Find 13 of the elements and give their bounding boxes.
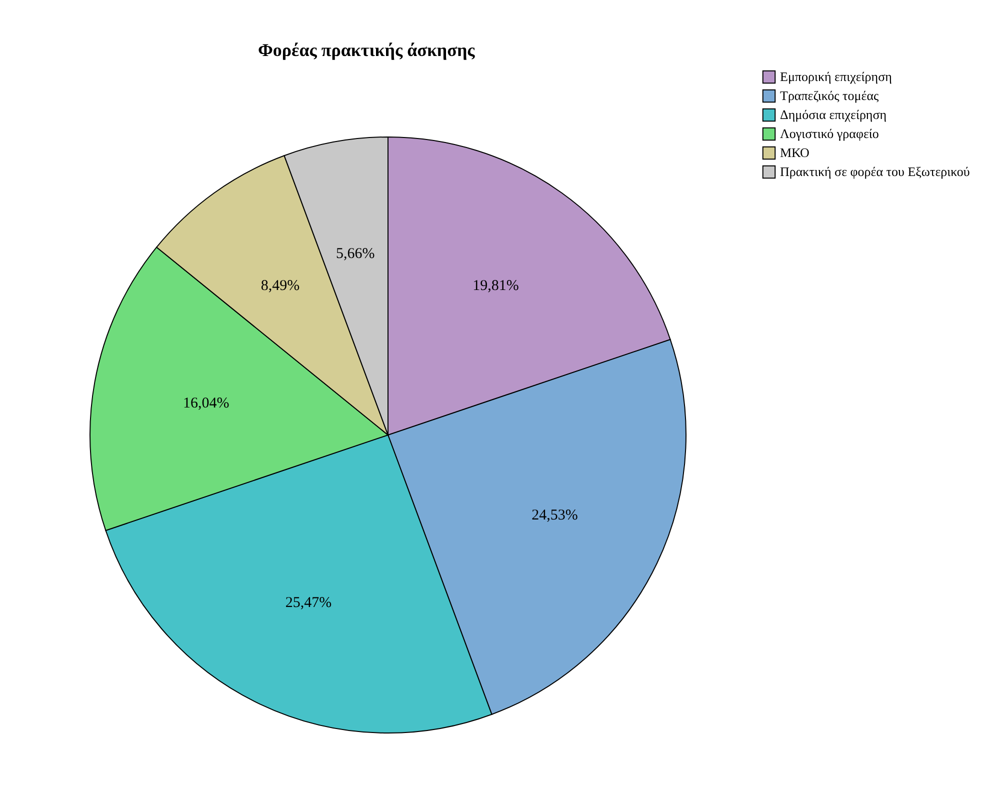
chart-title: Φορέας πρακτικής άσκησης	[258, 40, 476, 60]
data-label: 16,04%	[183, 395, 230, 412]
data-label: 24,53%	[532, 507, 578, 524]
legend-label: Λογιστικό γραφείο	[780, 126, 879, 141]
legend-label: ΜΚΟ	[780, 145, 810, 160]
legend-label: Εμπορική επιχείρηση	[780, 69, 892, 84]
legend-label: Τραπεζικός τομέας	[780, 88, 880, 103]
data-label: 8,49%	[260, 278, 300, 294]
data-label: 25,47%	[285, 594, 332, 611]
legend-label: Πρακτική σε φορέα του Εξωτερικού	[780, 164, 970, 179]
data-label: 5,66%	[336, 246, 375, 262]
data-label: 19,81%	[472, 278, 519, 294]
legend-label: Δημόσια επιχείρηση	[780, 107, 887, 122]
